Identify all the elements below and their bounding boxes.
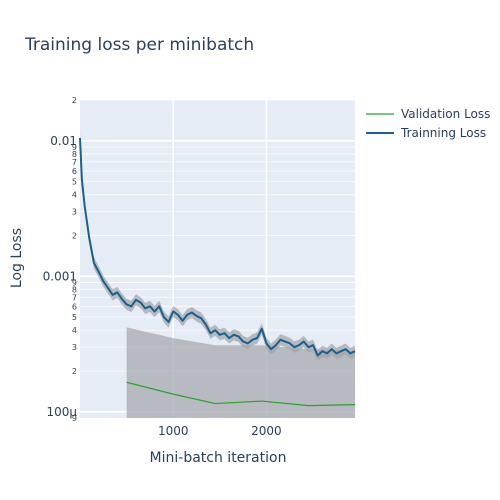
y-minor-tick-label: 2 (72, 96, 77, 105)
x-axis-title: Mini-batch iteration (150, 450, 287, 466)
y-minor-tick-label: 7 (72, 158, 77, 167)
chart-title: Training loss per minibatch (24, 35, 254, 55)
y-minor-tick-label: 4 (72, 191, 77, 200)
y-major-tick-label: 0.001 (43, 269, 77, 283)
y-major-tick-label: 100μ (46, 405, 77, 419)
x-axis-ticks: 1000 2000 (158, 424, 282, 438)
y-minor-tick-label: 5 (72, 178, 77, 187)
x-tick-label: 2000 (251, 424, 282, 438)
y-axis-title: Log Loss (9, 228, 25, 288)
y-minor-tick-label: 6 (72, 167, 77, 176)
y-minor-tick-label: 2 (72, 367, 77, 376)
y-minor-tick-label: 6 (72, 302, 77, 311)
x-tick-label: 1000 (158, 424, 189, 438)
y-minor-tick-label: 3 (72, 343, 77, 352)
legend-label-validation: Validation Loss (401, 107, 490, 121)
y-minor-tick-label: 4 (72, 326, 77, 335)
y-major-tick-label: 0.01 (50, 134, 77, 148)
y-minor-tick-label: 2 (72, 232, 77, 241)
y-minor-tick-label: 3 (72, 208, 77, 217)
legend: Validation Loss Trainning Loss (366, 107, 490, 140)
y-minor-tick-label: 7 (72, 293, 77, 302)
y-minor-tick-label: 5 (72, 313, 77, 322)
legend-label-training: Trainning Loss (400, 126, 486, 140)
